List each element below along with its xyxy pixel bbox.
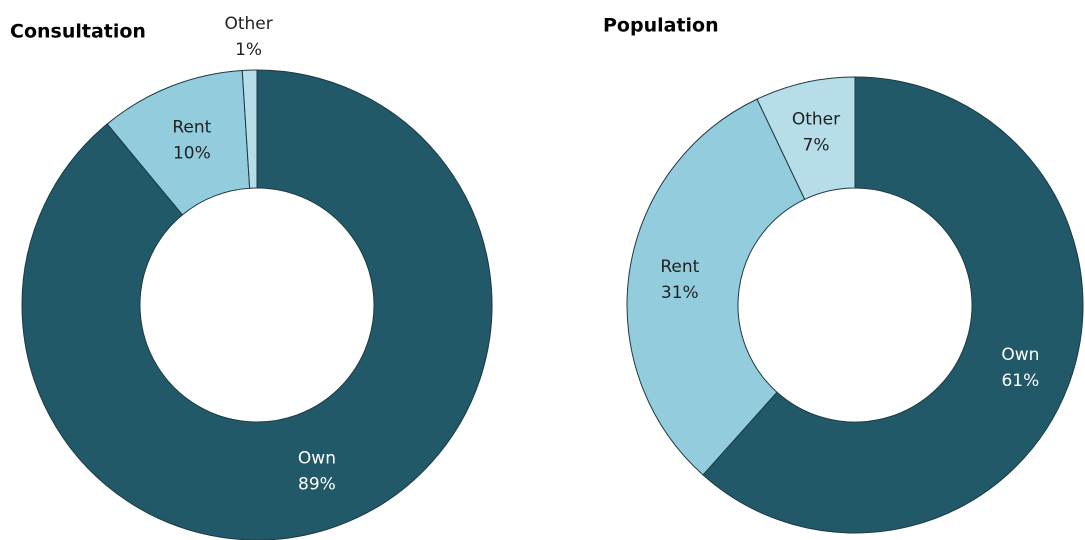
value-label: 10% (173, 143, 211, 163)
segment-label: Rent (660, 257, 699, 277)
value-label: 31% (661, 283, 699, 303)
value-label: 61% (1001, 371, 1039, 391)
donut-segment (756, 76, 856, 201)
value-label: 7% (803, 135, 830, 155)
chart-title: Population (603, 15, 719, 37)
chart-title: Consultation (10, 21, 146, 43)
segment-label: Other (224, 14, 272, 34)
donut-segment (626, 98, 806, 476)
donut-segment (702, 76, 1084, 534)
value-label: 89% (298, 475, 336, 495)
segment-label: Other (792, 109, 840, 129)
segment-label: Rent (172, 117, 211, 137)
donut-segment (241, 69, 258, 189)
value-label: 1% (235, 40, 262, 60)
segment-label: Own (298, 449, 336, 469)
donut-segment (21, 69, 493, 540)
segment-label: Own (1001, 345, 1039, 365)
